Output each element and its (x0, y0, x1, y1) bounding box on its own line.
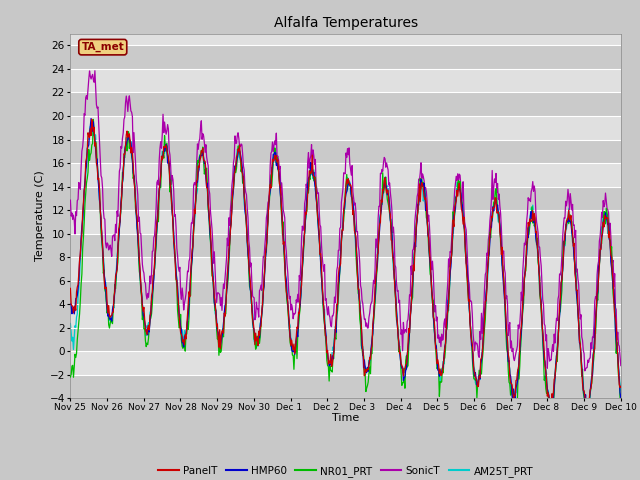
Bar (70, 328, 621, 351)
Bar (70, 234, 621, 257)
Title: Alfalfa Temperatures: Alfalfa Temperatures (273, 16, 418, 30)
Bar (70, 281, 621, 304)
Bar (70, 187, 621, 210)
Bar (70, 46, 621, 69)
Bar (70, 140, 621, 163)
Text: TA_met: TA_met (81, 42, 124, 52)
X-axis label: Time: Time (332, 413, 359, 423)
Legend: PanelT, HMP60, NR01_PRT, SonicT, AM25T_PRT: PanelT, HMP60, NR01_PRT, SonicT, AM25T_P… (154, 462, 538, 480)
Bar (70, 375, 621, 398)
Bar (70, 93, 621, 116)
Y-axis label: Temperature (C): Temperature (C) (35, 170, 45, 262)
